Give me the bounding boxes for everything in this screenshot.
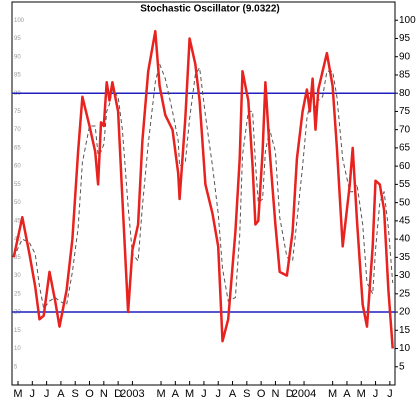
y-tick-label: 5 [399,361,405,372]
y-tick-label: 50 [399,197,411,208]
x-tick-label: M [13,388,22,400]
y-tick-label-faint: 45 [14,218,21,224]
x-tick-label: S [243,388,250,400]
x-tick-label: J [215,388,221,400]
y-tick-label-faint: 90 [14,54,21,60]
x-tick-label: D [114,388,122,400]
y-tick-label: 15 [399,325,411,336]
x-tick-label: 2003 [120,388,144,400]
x-tick-label: A [57,388,65,400]
y-tick-label: 100 [399,15,416,26]
x-tick-label: J [30,388,36,400]
x-tick-label: M [357,388,366,400]
x-tick-label: J [373,388,379,400]
x-tick-label: O [257,388,266,400]
y-tick-label: 65 [399,143,411,154]
y-tick-label: 60 [399,161,411,172]
x-tick-label: N [271,388,279,400]
plot-frame [11,1,396,386]
y-tick-label-faint: 100 [14,18,25,24]
y-tick-label: 70 [399,124,411,135]
x-tick-label: J [44,388,50,400]
y-tick-label: 80 [399,88,411,99]
y-tick-label-faint: 50 [14,200,21,206]
y-tick-label-faint: 55 [14,182,21,188]
y-tick-label: 55 [399,179,411,190]
y-tick-label-faint: 25 [14,291,21,297]
y-tick-label-faint: 10 [14,346,21,352]
y-tick-label-faint: 70 [14,127,21,133]
x-tick-label: 2004 [292,388,316,400]
y-tick-label-faint: 65 [14,145,21,151]
x-tick-label: J [201,388,207,400]
y-tick-label-faint: 95 [14,36,21,42]
y-tick-label: 25 [399,288,411,299]
x-tick-label: M [185,388,194,400]
y-tick-label: 35 [399,252,411,263]
y-tick-label-faint: 5 [14,364,18,370]
x-tick-label: A [343,388,351,400]
d-line [13,63,394,309]
y-tick-label-faint: 75 [14,109,21,115]
y-tick-label-faint: 35 [14,255,21,261]
y-tick-label: 20 [399,307,411,318]
x-tick-label: M [156,388,165,400]
x-tick-label: A [172,388,180,400]
x-tick-label: A [229,388,237,400]
y-tick-label-faint: 60 [14,164,21,170]
y-tick-label: 90 [399,51,411,62]
x-tick-label: S [72,388,79,400]
y-tick-label: 10 [399,343,411,354]
x-tick-label: N [100,388,108,400]
y-tick-label: 45 [399,215,411,226]
y-tick-label-faint: 30 [14,273,21,279]
x-tick-label: O [85,388,94,400]
y-tick-label: 75 [399,106,411,117]
x-tick-label: D [286,388,294,400]
y-tick-label: 85 [399,70,411,81]
y-tick-label: 40 [399,234,411,245]
x-tick-label: M [328,388,337,400]
y-tick-label: 30 [399,270,411,281]
y-tick-label-faint: 15 [14,328,21,334]
chart-title: Stochastic Oscillator (9.0322) [140,4,280,15]
y-tick-label-faint: 85 [14,73,21,79]
y-tick-label: 95 [399,33,411,44]
x-tick-label: J [387,388,393,400]
k-line [12,29,394,349]
